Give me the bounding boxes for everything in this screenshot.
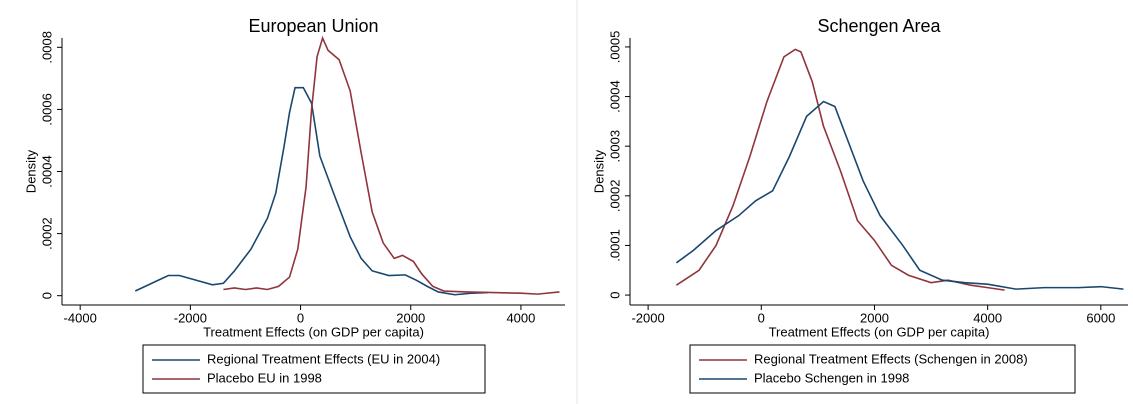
- x-tick-label: 6000: [1086, 310, 1115, 325]
- x-tick-label: 4000: [506, 310, 535, 325]
- legend-box: [689, 344, 1076, 394]
- x-axis-label: Treatment Effects (on GDP per capita): [769, 324, 990, 339]
- y-tick-label: .0008: [39, 31, 54, 64]
- x-tick-label: 0: [297, 310, 304, 325]
- x-axis-label: Treatment Effects (on GDP per capita): [203, 324, 424, 339]
- legend-label: Regional Treatment Effects (EU in 2004): [207, 351, 440, 366]
- y-tick-label: .0002: [39, 217, 54, 250]
- x-tick-label: 0: [758, 310, 765, 325]
- legend-label: Placebo EU in 1998: [207, 370, 322, 385]
- y-tick-label: 0: [39, 292, 54, 299]
- y-tick-label: .0005: [607, 31, 622, 64]
- legend-box: [142, 344, 486, 394]
- density-curve: [223, 35, 560, 295]
- x-tick-label: -4000: [64, 310, 97, 325]
- y-tick-label: 0: [607, 291, 622, 298]
- density-curve: [134, 86, 488, 296]
- x-tick-label: 2000: [860, 310, 889, 325]
- density-curve: [675, 48, 1005, 291]
- x-tick-label: -2000: [631, 310, 664, 325]
- y-axis-label: Density: [23, 149, 38, 193]
- y-tick-label: .0006: [39, 93, 54, 126]
- density-curve: [675, 100, 1124, 290]
- chart-title: European Union: [248, 16, 378, 36]
- y-tick-label: .0004: [607, 80, 622, 113]
- y-tick-label: .0003: [607, 130, 622, 163]
- legend-label: Regional Treatment Effects (Schengen in …: [754, 351, 1028, 366]
- y-tick-label: .0004: [39, 155, 54, 188]
- legend-label: Placebo Schengen in 1998: [754, 370, 909, 385]
- y-tick-label: .0002: [607, 180, 622, 213]
- x-tick-label: 2000: [396, 310, 425, 325]
- y-tick-label: .0001: [607, 229, 622, 262]
- x-tick-label: -2000: [174, 310, 207, 325]
- y-axis-label: Density: [591, 149, 606, 193]
- x-tick-label: 4000: [973, 310, 1002, 325]
- chart-title: Schengen Area: [817, 16, 941, 36]
